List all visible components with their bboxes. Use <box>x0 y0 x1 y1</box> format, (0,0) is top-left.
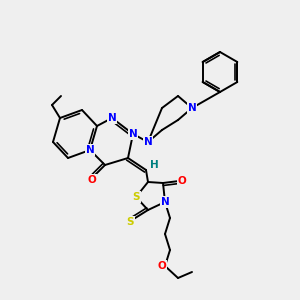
Text: N: N <box>129 129 137 139</box>
Text: N: N <box>160 197 169 207</box>
Text: H: H <box>150 160 158 170</box>
Text: N: N <box>188 103 196 113</box>
Text: O: O <box>158 261 166 271</box>
Text: N: N <box>108 113 116 123</box>
Text: N: N <box>85 145 94 155</box>
Text: O: O <box>178 176 186 186</box>
Text: O: O <box>88 175 96 185</box>
Text: S: S <box>126 217 134 227</box>
Text: N: N <box>144 137 152 147</box>
Text: S: S <box>132 192 140 202</box>
